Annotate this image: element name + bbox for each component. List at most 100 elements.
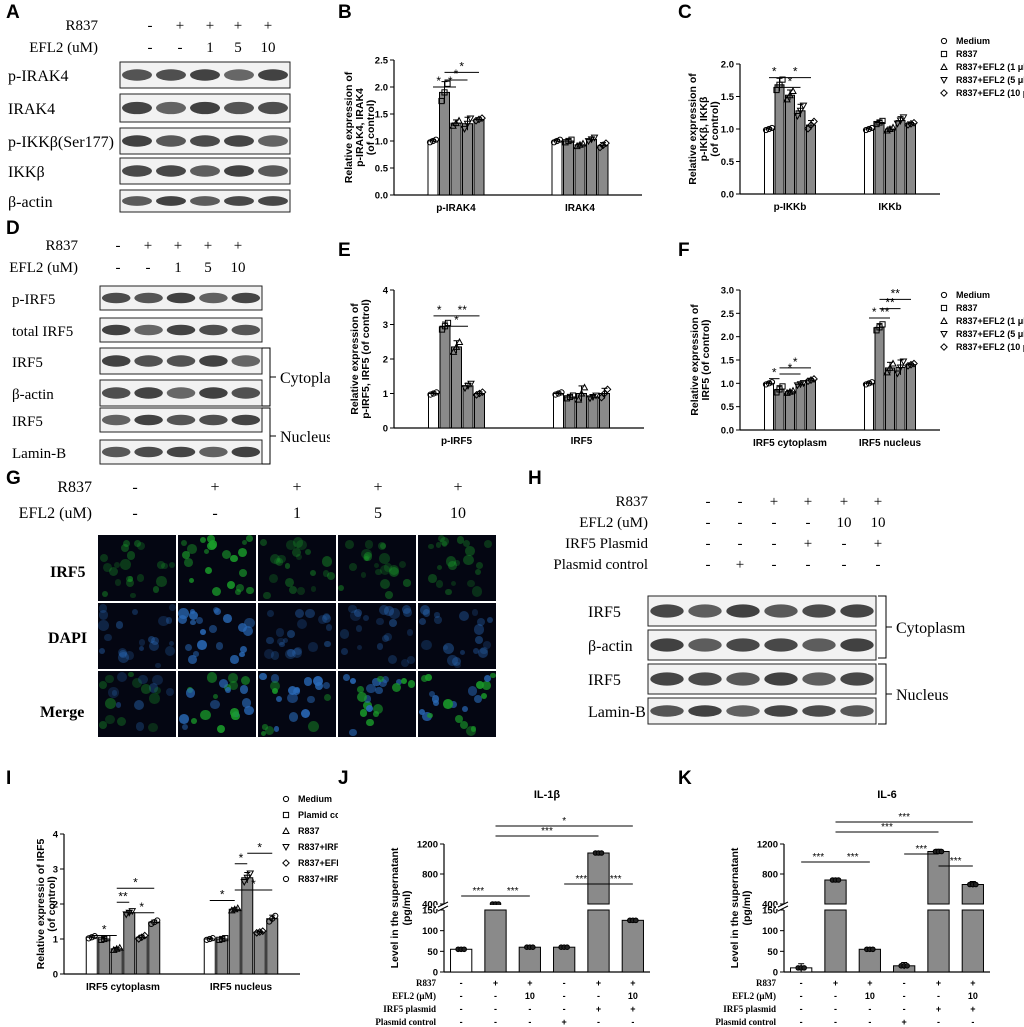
micro-cell-dot bbox=[165, 617, 173, 624]
y-axis-label: p-IRF5, IRF5 (of control) bbox=[360, 299, 372, 419]
micro-cell-dot bbox=[363, 614, 370, 622]
micro-cell-dot bbox=[476, 680, 485, 689]
micro-cell-dot bbox=[446, 655, 458, 667]
significance-label: *** bbox=[950, 856, 962, 867]
condition-value: + bbox=[630, 1004, 635, 1014]
legend-item: R837 bbox=[298, 826, 320, 836]
micro-cell-dot bbox=[442, 642, 454, 654]
blot-h-row-label: IRF5 bbox=[588, 604, 621, 621]
blot-h-header-value: - bbox=[842, 557, 847, 573]
data-point bbox=[580, 383, 589, 391]
bar-chart-e: Relative expression of p-IRF5, IRF5 (of c… bbox=[349, 286, 644, 447]
micro-cell-dot bbox=[483, 540, 492, 549]
condition-value: - bbox=[800, 991, 803, 1001]
micro-cell-dot bbox=[398, 560, 407, 569]
micro-cell-dot bbox=[456, 535, 465, 544]
micro-cell-dot bbox=[475, 636, 484, 645]
data-point bbox=[478, 114, 486, 123]
data-point bbox=[879, 321, 886, 328]
condition-value: - bbox=[903, 991, 906, 1001]
blot-d-header-label: R837 bbox=[45, 238, 78, 254]
x-group-label: p-IKKb bbox=[774, 202, 807, 213]
micro-cell-dot bbox=[425, 674, 432, 681]
micro-cell-dot bbox=[212, 606, 220, 614]
micro-cell-dot bbox=[224, 686, 231, 693]
micro-cell-dot bbox=[462, 540, 470, 548]
data-point bbox=[573, 142, 581, 150]
panel-letter-e: E bbox=[338, 240, 351, 261]
micro-cell-dot bbox=[421, 711, 432, 722]
axis-break-gap bbox=[436, 905, 650, 909]
blot-a-row-band bbox=[156, 196, 186, 206]
blot-d-row-band bbox=[134, 292, 163, 304]
data-point bbox=[886, 363, 894, 371]
y-tick-label: 1.0 bbox=[375, 137, 388, 148]
micro-cell-dot bbox=[122, 539, 130, 547]
blot-a-row-band bbox=[190, 101, 220, 115]
blot-a-row-band bbox=[258, 165, 288, 177]
micro-cell-dot bbox=[344, 540, 354, 549]
panel-letter-g: G bbox=[6, 468, 21, 489]
micro-cell-dot bbox=[359, 709, 368, 717]
condition-value: 10 bbox=[968, 991, 978, 1001]
blot-h-row-band bbox=[726, 705, 760, 717]
micro-cell-dot bbox=[353, 608, 362, 617]
blot-d-header-value: + bbox=[174, 238, 182, 254]
panel-letter-c: C bbox=[678, 2, 692, 23]
micro-cell-dot bbox=[460, 649, 466, 655]
micro-cell-dot bbox=[148, 683, 159, 693]
blot-d-row-band bbox=[231, 292, 261, 304]
micro-cell-dot bbox=[266, 609, 274, 617]
bar-lower-part bbox=[927, 909, 950, 973]
y-tick-label: 1200 bbox=[417, 840, 438, 851]
data-point bbox=[810, 117, 818, 126]
micro-cell-dot bbox=[376, 617, 384, 626]
data-point bbox=[252, 928, 261, 937]
significance-label: * bbox=[788, 74, 793, 88]
micro-cell-dot bbox=[384, 633, 392, 641]
data-point bbox=[799, 102, 808, 110]
condition-value: - bbox=[868, 1004, 871, 1014]
blot-d-row-band bbox=[199, 446, 228, 458]
micro-cell-dot bbox=[476, 562, 483, 570]
micro-cell-dot bbox=[420, 604, 431, 615]
data-point bbox=[600, 389, 609, 398]
blot-h-row-band bbox=[840, 638, 874, 652]
bar-chart-j: IL-1β Level in the supernatant (pg/ml) 0 50 1… bbox=[375, 789, 650, 1027]
data-point bbox=[893, 120, 902, 128]
data-point bbox=[883, 126, 891, 134]
data-point bbox=[553, 137, 561, 145]
data-point bbox=[461, 385, 469, 393]
micro-cell-dot bbox=[228, 673, 238, 683]
micro-cell-dot bbox=[169, 640, 175, 646]
data-point bbox=[633, 917, 639, 924]
blot-d-row-band bbox=[199, 355, 228, 367]
blot-h-row-band bbox=[726, 638, 760, 652]
bar-r837 bbox=[564, 396, 576, 429]
data-point bbox=[907, 119, 915, 128]
legend-marker bbox=[940, 316, 948, 324]
y-tick-label: 0.5 bbox=[375, 164, 389, 175]
micro-cell-dot bbox=[128, 671, 134, 678]
micro-cell-dot bbox=[421, 674, 429, 682]
blot-d-row-label: IRF5 bbox=[12, 355, 43, 371]
legend-item: R837+EFL2 (1 μM) bbox=[956, 62, 1024, 72]
significance-label: * bbox=[793, 355, 798, 369]
micro-cell-dot bbox=[283, 638, 289, 644]
micro-cell-dot bbox=[349, 729, 357, 737]
condition-value: - bbox=[563, 978, 566, 988]
data-point bbox=[461, 946, 467, 953]
micro-cell-dot bbox=[118, 648, 128, 658]
legend-item: R837+EFL2 (10 μM) bbox=[956, 88, 1024, 98]
data-point bbox=[243, 874, 252, 882]
micro-cell-dot bbox=[324, 640, 331, 648]
data-point bbox=[783, 388, 791, 396]
micro-cell-dot bbox=[323, 693, 331, 701]
bar-r837-efl2-10-m- bbox=[806, 379, 816, 431]
blot-d-nucleus-label: Nucleus bbox=[280, 429, 330, 446]
legend-item: R837+EFL2 (5 μM) bbox=[956, 329, 1024, 339]
blot-a-row-band bbox=[122, 135, 152, 147]
data-point bbox=[879, 117, 886, 125]
x-group-label: IRF5 cytoplasm bbox=[86, 982, 160, 993]
micro-cell-dot bbox=[188, 655, 197, 664]
